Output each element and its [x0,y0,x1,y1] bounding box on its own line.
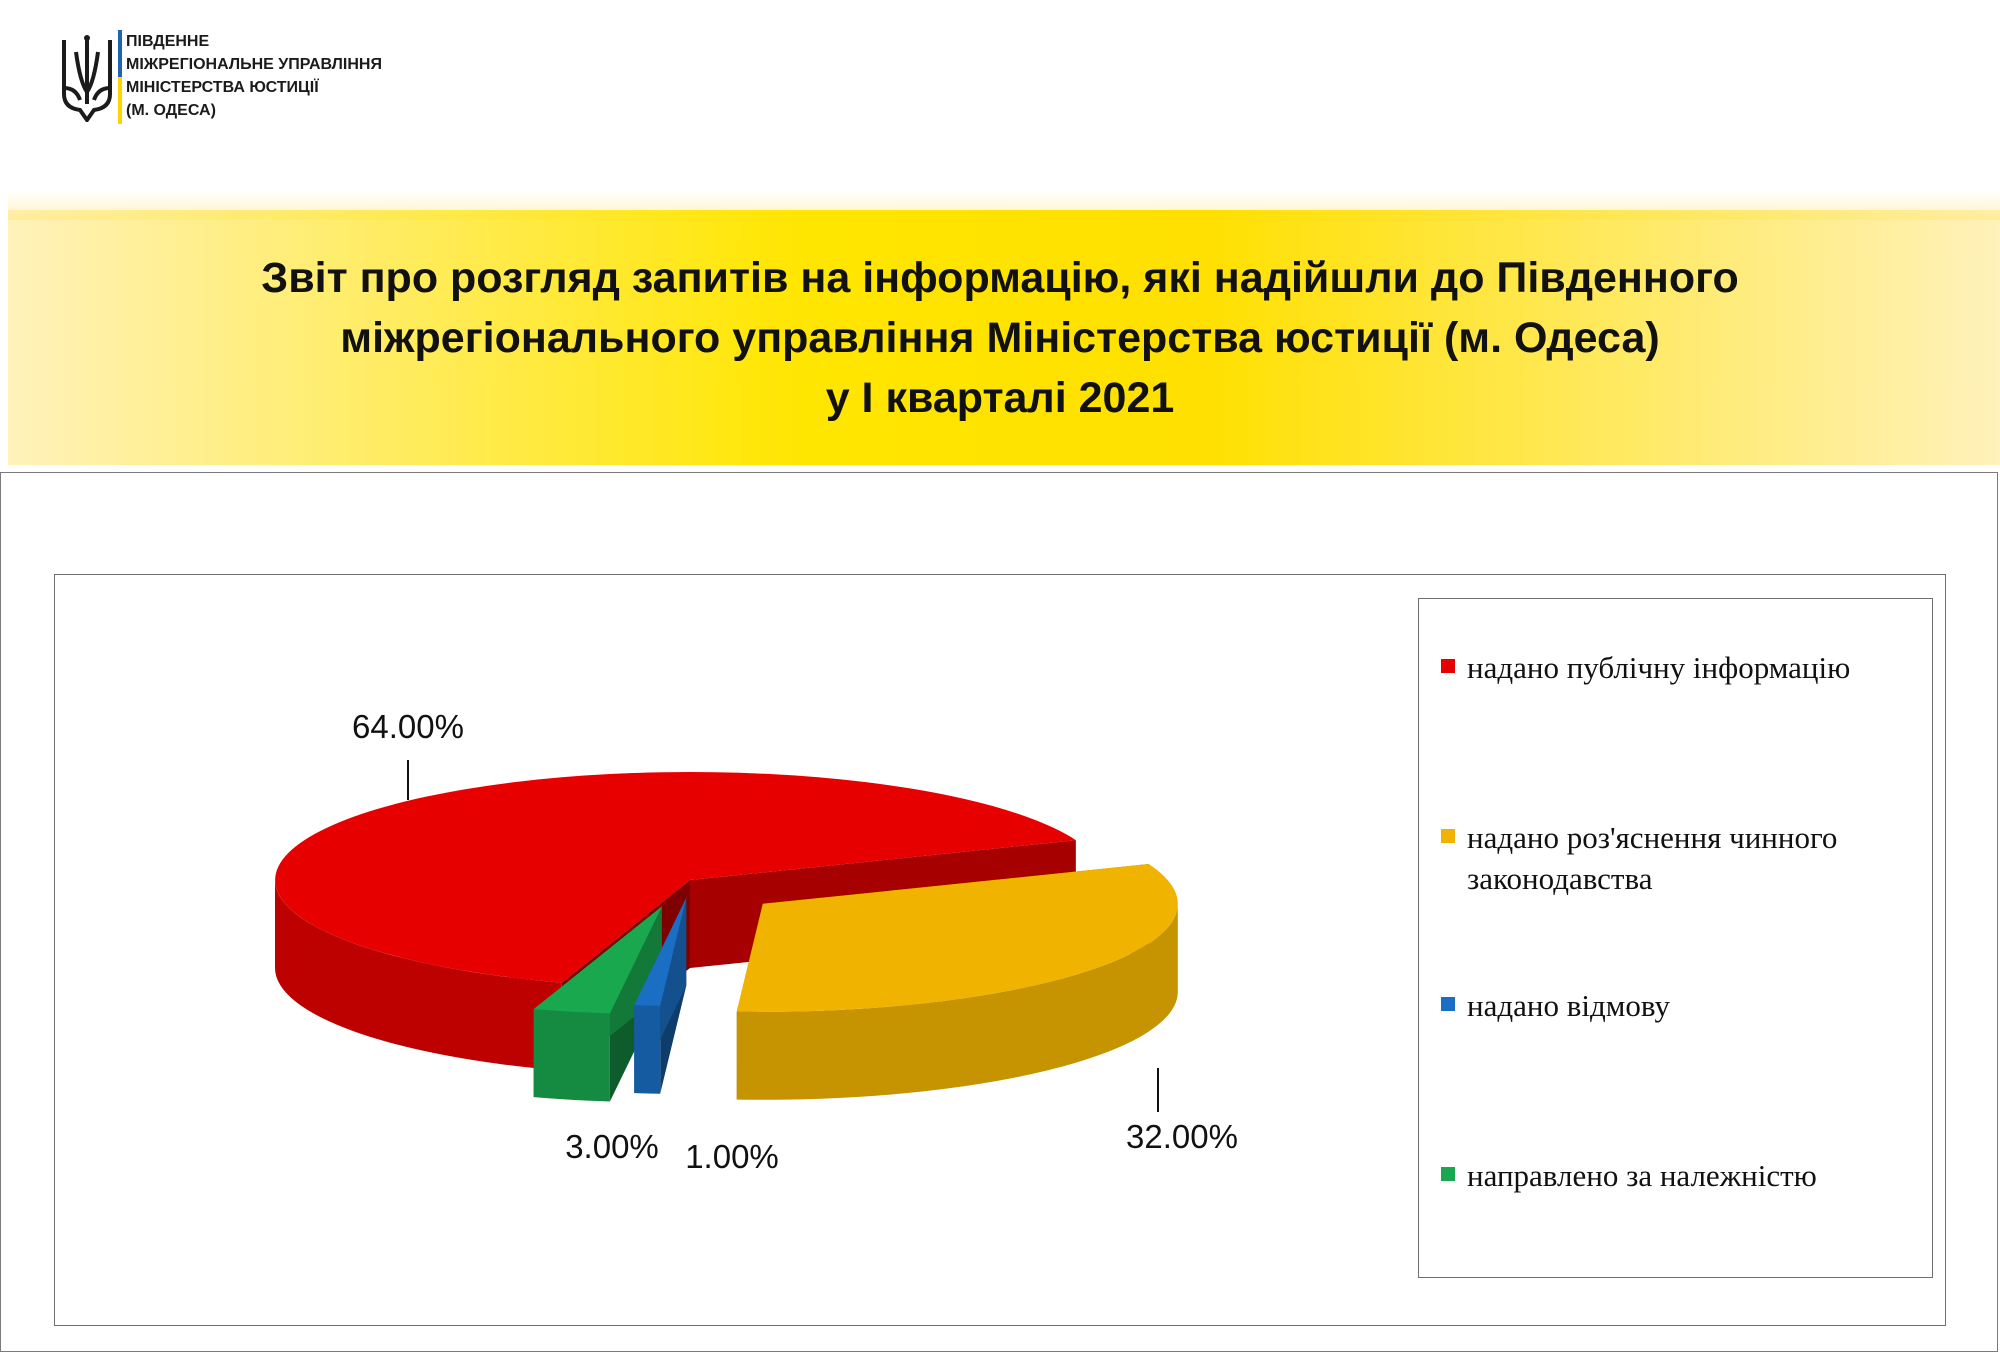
title-banner [8,210,2000,465]
pie-slice-side [736,903,1178,1100]
pie-slice-top [533,906,662,1014]
legend-swatch [1441,997,1455,1011]
legend-swatch [1441,1167,1455,1181]
org-line: (М. ОДЕСА) [126,102,216,119]
title-line: міжрегіонального управління Міністерства… [340,314,1660,362]
organization-name: ПІВДЕННЕ МІЖРЕГІОНАЛЬНЕ УПРАВЛІННЯ МІНІС… [126,30,382,122]
legend-label: надано публічну інформацію [1467,650,1851,685]
pie-slice-top [634,897,687,1006]
pie-slice-side [634,1005,661,1094]
data-label: 64.00% [352,708,464,745]
title-line: Звіт про розгляд запитів на інформацію, … [261,254,1739,302]
pie-slice-top [275,772,1076,983]
flag-bar-yellow [118,77,122,124]
chart-legend: надано публічну інформацію надано роз'яс… [1418,598,1933,1278]
org-line: ПІВДЕННЕ [126,33,210,50]
legend-label: направлено за належністю [1467,1158,1817,1193]
pie-slice-side [533,1009,610,1102]
flag-bar-blue [118,30,122,77]
page-title: Звіт про розгляд запитів на інформацію, … [20,248,1980,428]
chart-plot-area [54,574,1946,1326]
legend-swatch [1441,829,1455,843]
legend-swatch [1441,659,1455,673]
org-line: МІНІСТЕРСТВА ЮСТИЦІЇ [126,79,319,96]
pie-slice [634,897,687,1094]
trident-icon [62,35,112,122]
title-line: у І кварталі 2021 [825,374,1175,422]
data-label: 1.00% [685,1138,779,1175]
pie-slice-side [275,880,562,1071]
pie-slice [736,864,1178,1100]
pie-slice-top [736,864,1178,1012]
organization-logo: ПІВДЕННЕ МІЖРЕГІОНАЛЬНЕ УПРАВЛІННЯ МІНІС… [58,30,438,126]
org-line: МІЖРЕГІОНАЛЬНЕ УПРАВЛІННЯ [126,56,382,73]
data-label: 32.00% [1126,1118,1238,1155]
legend-label: надано відмову [1467,988,1670,1023]
data-label: 3.00% [565,1128,659,1165]
legend-label: надано роз'яснення чинного законодавства [1467,820,1838,896]
flag-bar [118,30,122,124]
